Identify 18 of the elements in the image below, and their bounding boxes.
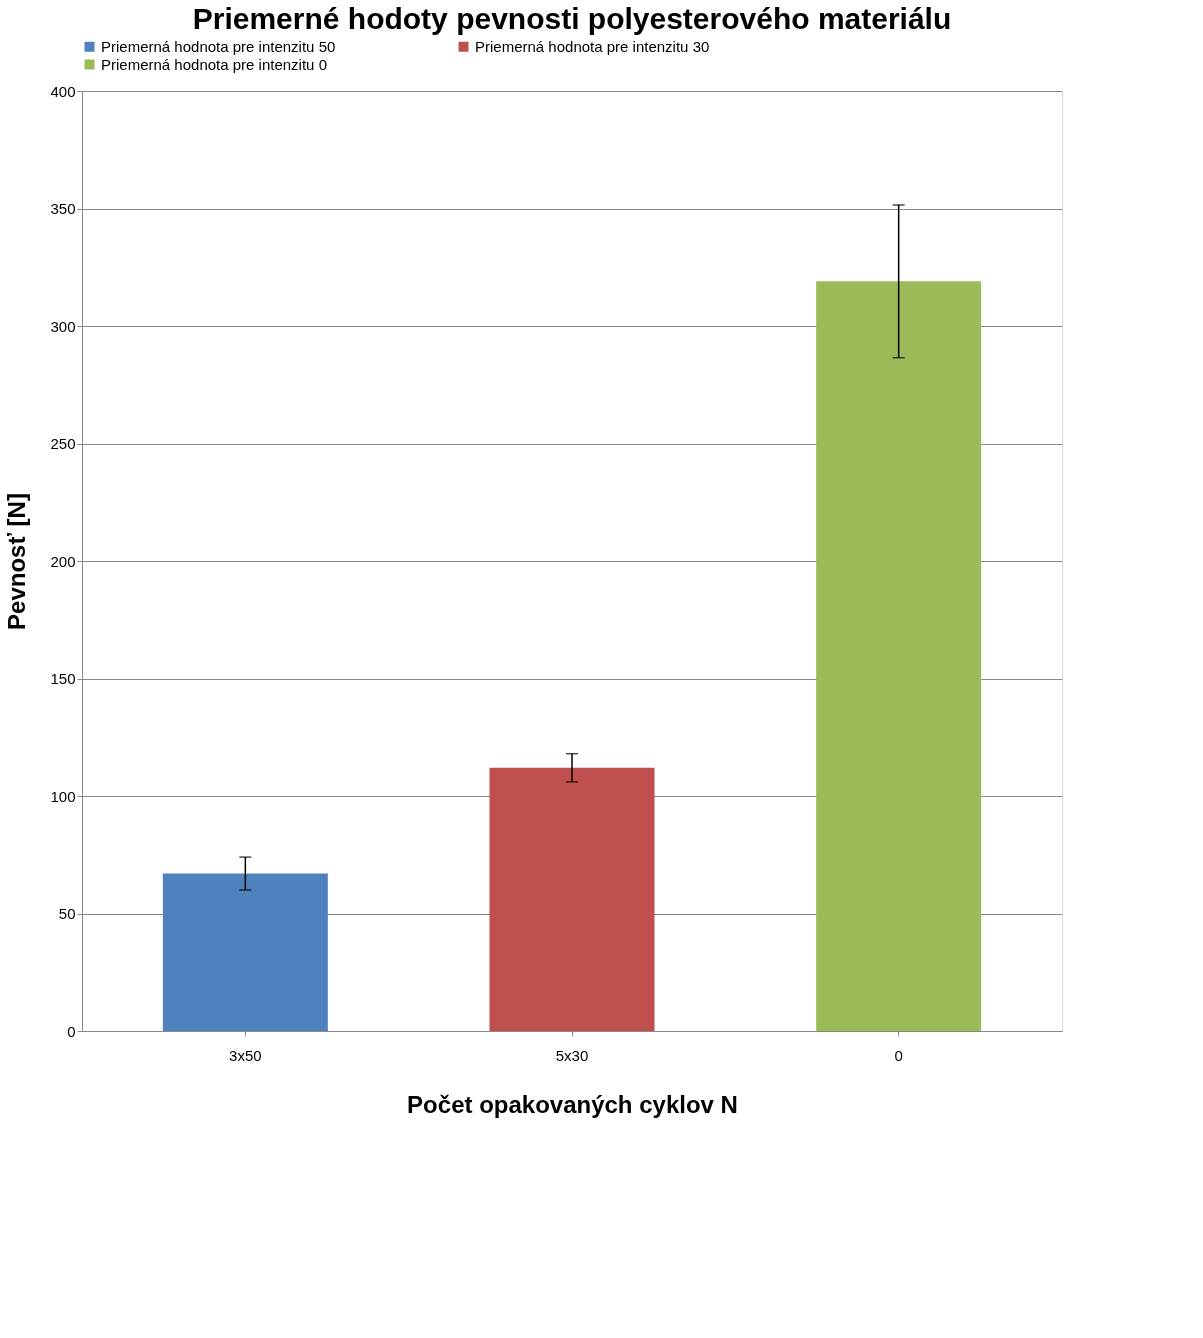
y-tick-label: 100 [50, 787, 76, 805]
x-tick-label: 5x30 [555, 1046, 589, 1064]
chart-title: Priemerné hodoty pevnosti polyesterového materiálu [192, 2, 952, 35]
y-tick-label: 0 [67, 1022, 76, 1040]
legend-label: Priemerná hodnota pre intenzitu 30 [475, 37, 710, 55]
y-tick-label: 50 [58, 905, 76, 922]
x-tick-label: 0 [894, 1046, 903, 1064]
y-axis-title: Pevnosť [N] [3, 493, 31, 630]
y-tick-label: 200 [50, 552, 76, 570]
y-tick-label: 150 [50, 670, 76, 687]
legend-label: Priemerná hodnota pre intenzitu 0 [101, 55, 327, 73]
y-tick-label: 300 [50, 317, 76, 335]
y-tick-label: 400 [50, 82, 76, 100]
x-axis-title: Počet opakovaných cyklov N [407, 1090, 738, 1118]
legend-label: Priemerná hodnota pre intenzitu 50 [101, 37, 336, 55]
x-tick-label: 3x50 [229, 1046, 262, 1064]
y-tick-label: 250 [50, 435, 76, 452]
y-tick-label: 350 [50, 200, 76, 217]
